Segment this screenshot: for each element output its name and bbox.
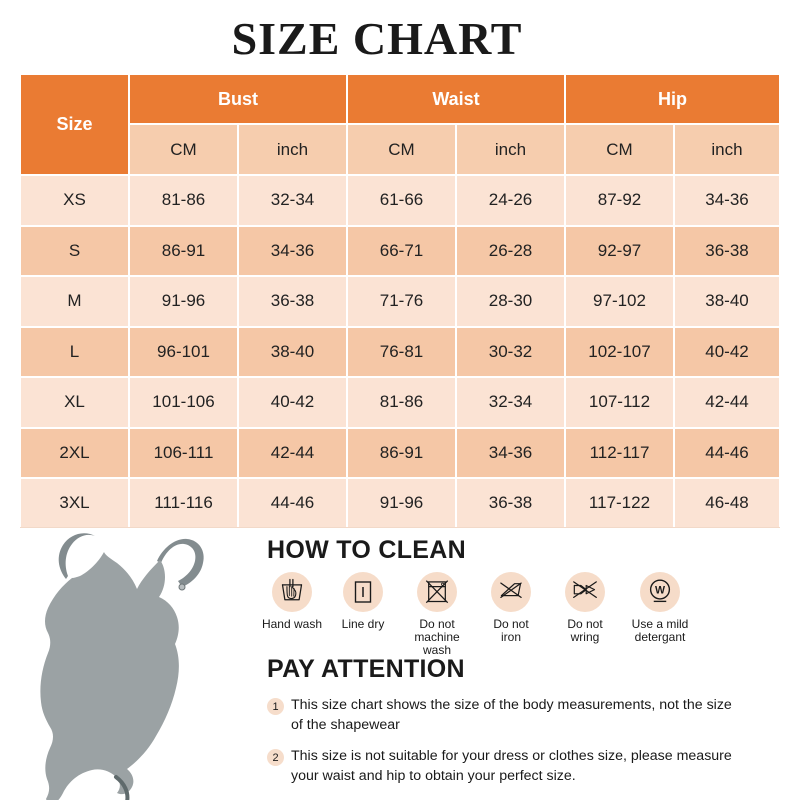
svg-text:W: W: [655, 584, 665, 596]
